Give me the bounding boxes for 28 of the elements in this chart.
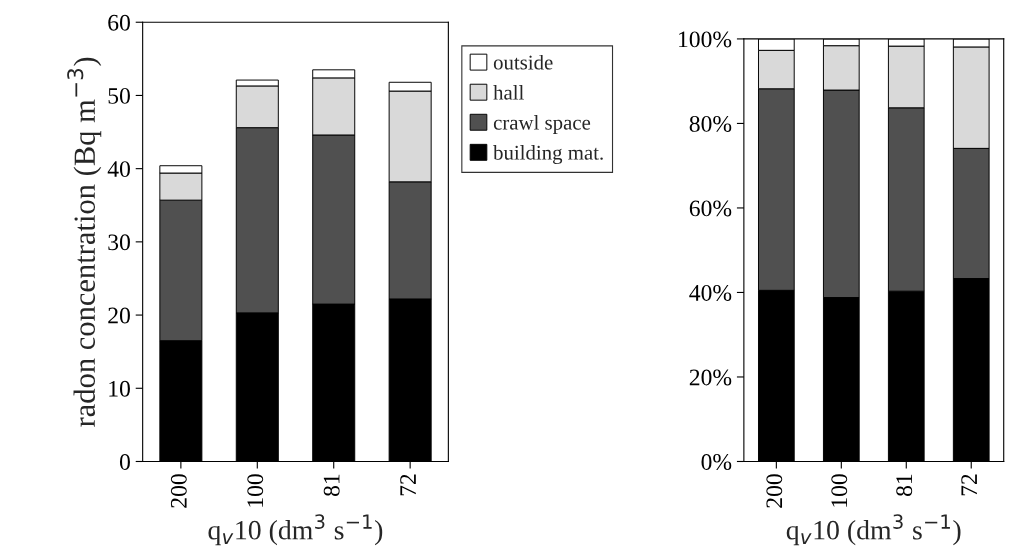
legend-label: crawl space [493,115,591,134]
y-axis-title: radon concentration (Bq m$^{−3}$) [67,57,102,427]
legend-label: building mat. [493,145,603,165]
x-tick-label: 81 [323,474,340,496]
legend-label: outside [493,54,553,70]
y-tick-label: 60% [689,200,732,217]
y-tick-label: 0 [119,453,130,470]
x-tick-label: 72 [400,474,416,496]
y-tick-label: 40 [107,161,130,178]
x-tick-label: 81 [896,474,913,496]
y-tick-label: 60 [108,14,130,31]
x-tick-label: 72 [961,474,977,496]
y-tick-label: 50 [108,87,130,104]
legend-label: hall [493,84,524,100]
x-axis-title: q$_{v}$10 (dm$^{3}$ s$^{−1}$) [786,514,961,546]
y-tick-label: 30 [108,234,130,251]
x-axis-title: q$_{v}$10 (dm$^{3}$ s$^{−1}$) [208,514,383,546]
x-tick-label: 100 [831,474,848,507]
x-tick-label: 100 [247,474,264,507]
y-tick-label: 10 [109,380,130,397]
y-tick-label: 80% [689,115,732,132]
y-tick-label: 40% [689,284,732,301]
y-tick-label: 20% [689,369,732,386]
x-tick-label: 200 [766,474,783,508]
y-tick-label: 0% [701,453,732,470]
x-tick-label: 200 [170,474,187,508]
y-tick-label: 20 [108,307,130,324]
y-tick-label: 100% [679,31,732,48]
